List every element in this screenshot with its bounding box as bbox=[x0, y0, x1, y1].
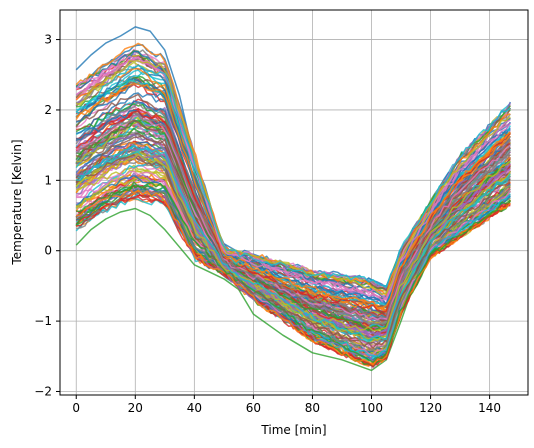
x-tick-label: 60 bbox=[246, 401, 261, 415]
series-line bbox=[76, 153, 511, 332]
y-axis-label: Temperature [Kelvin] bbox=[10, 139, 24, 265]
y-tick-label: 3 bbox=[44, 33, 52, 47]
y-tick-label: 0 bbox=[44, 244, 52, 258]
x-tick-label: 0 bbox=[72, 401, 80, 415]
series-line bbox=[76, 50, 511, 299]
x-tick-label: 140 bbox=[478, 401, 501, 415]
series-lines bbox=[75, 26, 511, 372]
x-tick-label: 120 bbox=[419, 401, 442, 415]
series-line bbox=[76, 146, 511, 339]
axis-ticks: 0 20 40 60 80 100 120 140 −2 −1 0 1 2 3 bbox=[34, 33, 501, 415]
series-line bbox=[75, 112, 511, 318]
plot-frame bbox=[59, 9, 529, 396]
series-line bbox=[75, 83, 511, 309]
x-axis-label: Time [min] bbox=[260, 423, 326, 437]
y-tick-label: 2 bbox=[44, 103, 52, 117]
series-line bbox=[75, 59, 511, 296]
y-tick-label: −2 bbox=[34, 384, 52, 398]
y-tick-label: −1 bbox=[34, 314, 52, 328]
series-line bbox=[75, 64, 511, 288]
series-line bbox=[75, 82, 511, 305]
x-tick-label: 80 bbox=[305, 401, 320, 415]
series-line bbox=[76, 188, 511, 366]
x-tick-label: 100 bbox=[360, 401, 383, 415]
x-tick-label: 20 bbox=[128, 401, 143, 415]
x-tick-label: 40 bbox=[187, 401, 202, 415]
y-tick-label: 1 bbox=[44, 173, 52, 187]
series-line bbox=[75, 181, 511, 363]
series-line bbox=[75, 56, 511, 301]
series-line bbox=[76, 144, 511, 342]
series-line bbox=[76, 151, 511, 358]
